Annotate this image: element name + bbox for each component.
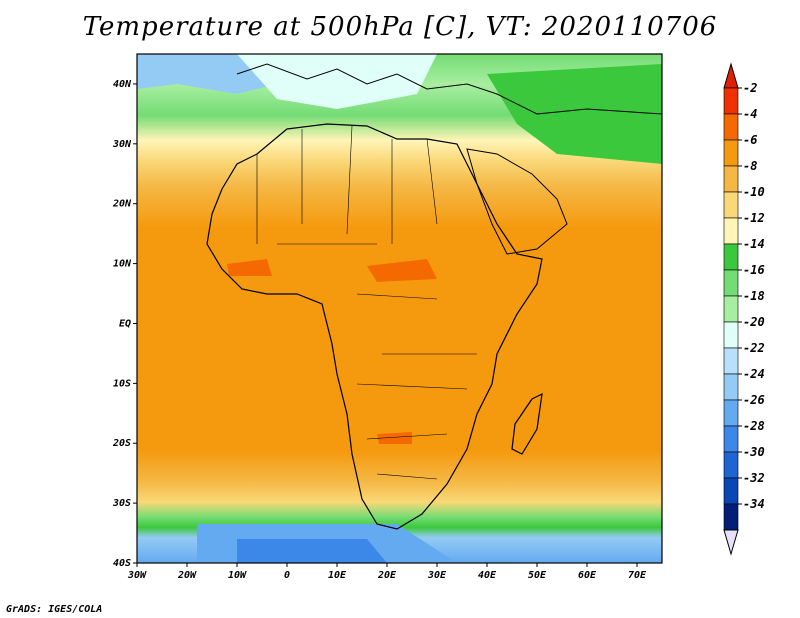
y-tick-label: EQ (119, 318, 131, 329)
grads-credit: GrADS: IGES/COLA (6, 604, 103, 615)
africa-coastline (206, 123, 543, 530)
colorbar-box (723, 243, 739, 271)
cold-patch-northwest (137, 54, 277, 94)
colorbar-label: -6 (743, 133, 757, 147)
colorbar-box (723, 217, 739, 245)
temperature-map: 30W 20W 10W 0 10E 20E 30E 40E 50E 60E 70E 40N 30N 20… (112, 53, 663, 581)
y-tick-label: 10N (113, 259, 132, 270)
colorbar-box (723, 113, 739, 141)
colorbar-label: -14 (743, 237, 765, 251)
colorbar-box (723, 425, 739, 453)
colorbar-box (723, 477, 739, 505)
madagascar-outline (511, 392, 543, 455)
colorbar-label: -20 (743, 315, 765, 329)
cold-patch-mediterranean (237, 54, 437, 109)
colorbar-label: -18 (743, 289, 765, 303)
colorbar-box (723, 269, 739, 297)
colorbar-box (723, 165, 739, 193)
europe-coastline (236, 63, 663, 115)
y-axis-ticks: 40N 30N 20N 10N EQ 10S 20S 30S 40S (112, 79, 137, 569)
colorbar-top-triangle (723, 62, 739, 89)
colder-patch-south (237, 539, 387, 563)
y-tick-label: 30N (112, 139, 132, 150)
colorbar-label: -22 (743, 341, 765, 355)
chart-title: Temperature at 500hPa [C], VT: 202011070… (82, 12, 718, 42)
green-patch-middle-east (487, 64, 662, 164)
colorbar-box (723, 503, 739, 531)
colorbar-label: -24 (743, 367, 765, 381)
colorbar-labels: -2 -4 -6 -8 -10 -12 -14 -16 -18 -20 -22 -24 -26 -28 -3… (738, 81, 765, 511)
colorbar: -2 -4 -6 -8 -10 -12 -14 -16 -18 -20 -22 -24 -26 -28 -3… (723, 62, 765, 556)
colorbar-bottom-triangle (723, 529, 739, 556)
map-panel: 30W 20W 10W 0 10E 20E 30E 40E 50E 60E 70E 40N 30N 20… (112, 53, 663, 581)
x-tick-label: 30E (427, 570, 447, 581)
y-tick-label: 10S (113, 378, 131, 389)
colorbar-box (723, 347, 739, 375)
colorbar-label: -2 (743, 81, 757, 95)
colorbar-box (723, 451, 739, 479)
x-tick-label: 0 (284, 570, 290, 581)
warm-patch-west-africa (227, 259, 272, 276)
arabia-outline (466, 148, 568, 255)
colorbar-label: -10 (743, 185, 765, 199)
colorbar-label: -32 (743, 471, 765, 485)
colorbar-label: -16 (743, 263, 765, 277)
colorbar-box (723, 139, 739, 167)
colorbar-box (723, 87, 739, 115)
colorbar-box (723, 373, 739, 401)
x-tick-label: 60E (578, 570, 597, 581)
x-tick-label: 10W (228, 570, 247, 581)
map-frame (136, 53, 663, 564)
colorbar-label: -8 (743, 159, 757, 173)
colorbar-box (723, 399, 739, 427)
colorbar-label: -26 (743, 393, 765, 407)
x-tick-label: 10E (328, 570, 347, 581)
x-axis-ticks: 30W 20W 10W 0 10E 20E 30E 40E 50E 60E 70E (127, 563, 647, 581)
colorbar-label: -34 (743, 497, 765, 511)
warm-patch-southern-africa (377, 432, 412, 444)
y-tick-label: 20S (112, 438, 131, 449)
x-tick-label: 40E (478, 570, 497, 581)
x-tick-label: 30W (127, 570, 147, 581)
colorbar-label: -4 (743, 107, 757, 121)
y-tick-label: 30S (112, 498, 131, 509)
x-tick-label: 50E (528, 570, 547, 581)
warm-patch-central-africa (367, 259, 437, 282)
colorbar-box (723, 295, 739, 323)
colorbar-label: -28 (743, 419, 765, 433)
colorbar-box (723, 191, 739, 219)
x-tick-label: 20W (177, 570, 197, 581)
y-tick-label: 20N (112, 199, 132, 210)
colorbar-label: -30 (743, 445, 765, 459)
x-tick-label: 20E (377, 570, 397, 581)
x-tick-label: 70E (628, 570, 647, 581)
y-tick-label: 40N (113, 79, 132, 90)
colorbar-boxes (723, 62, 739, 556)
country-borders (256, 125, 477, 480)
y-tick-label: 40S (113, 558, 131, 569)
colorbar-box (723, 321, 739, 349)
colorbar-label: -12 (743, 211, 765, 225)
